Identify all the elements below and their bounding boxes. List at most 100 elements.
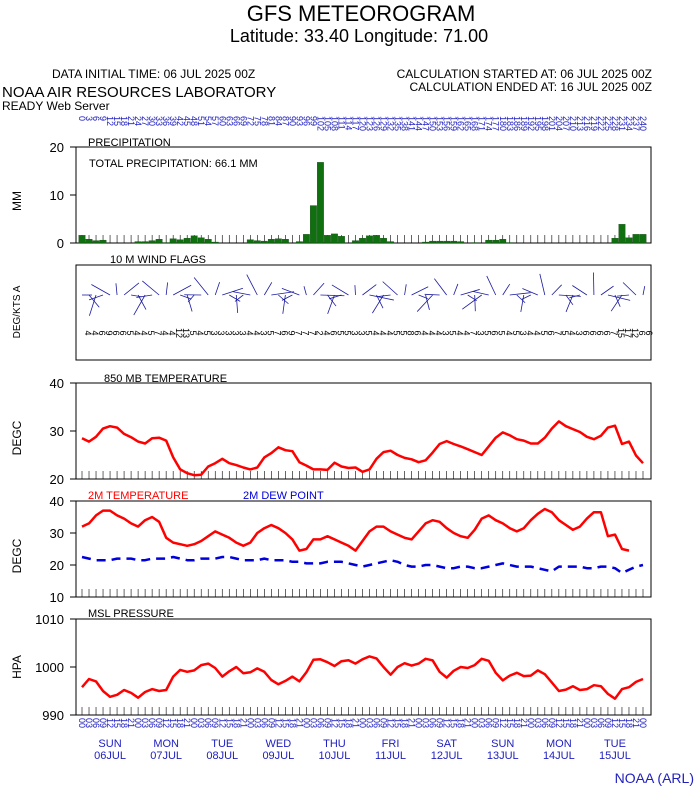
forecast-hour-label: 78 xyxy=(259,116,269,126)
wind-speed-label: 17 xyxy=(623,328,633,338)
day-of-week-label: TUE xyxy=(604,738,626,750)
hour-label: 03 xyxy=(140,718,150,728)
hour-label: 21 xyxy=(519,718,529,728)
precip-total: TOTAL PRECIPITATION: 66.1 MM xyxy=(89,158,258,170)
forecast-hour-label: 222 xyxy=(596,116,606,131)
hour-label: 03 xyxy=(252,718,262,728)
forecast-hour-label: 204 xyxy=(554,116,564,131)
wind-barb xyxy=(569,294,580,299)
wind-speed-label: 5 xyxy=(539,330,549,335)
hour-label: 12 xyxy=(161,718,171,728)
forecast-hour-label: 63 xyxy=(224,116,234,126)
wind-speed-label: 5 xyxy=(448,330,458,335)
precip-bar xyxy=(197,237,205,244)
day-of-week-label: SUN xyxy=(491,738,514,750)
server-name: READY Web Server xyxy=(2,99,110,113)
hour-label: 09 xyxy=(322,718,332,728)
wind-barb xyxy=(610,294,623,312)
forecast-hour-label: 123 xyxy=(365,116,375,131)
precip-bar xyxy=(618,224,626,244)
wind-speed-label: 6 xyxy=(97,330,107,335)
precip-bar xyxy=(274,238,282,244)
forecast-hour-label: 81 xyxy=(266,116,276,126)
hour-label: 03 xyxy=(84,718,94,728)
forecast-hour-label: 174 xyxy=(484,116,494,131)
wind-speed-label: 7 xyxy=(153,330,163,335)
wind-speed-label: 5 xyxy=(399,330,409,335)
forecast-hour-label: 6 xyxy=(91,116,101,121)
forecast-hour-label: 30 xyxy=(147,116,157,126)
wind-barb xyxy=(416,294,433,312)
wind-barb xyxy=(473,291,489,296)
forecast-hour-label: 51 xyxy=(196,116,206,126)
wind-barb xyxy=(331,284,349,296)
forecast-hour-label: 48 xyxy=(189,116,199,126)
wind-speed-label: 4 xyxy=(567,330,577,335)
wind-speed-label: 6 xyxy=(328,330,338,335)
hour-label: 21 xyxy=(126,718,136,728)
hour-label: 06 xyxy=(540,718,550,728)
forecast-hour-label: 144 xyxy=(414,116,424,131)
precip-bar xyxy=(303,234,310,244)
forecast-hour-label: 117 xyxy=(351,116,361,130)
forecast-hour-label: 60 xyxy=(217,116,227,126)
forecast-hour-label: 225 xyxy=(603,116,613,131)
wind-speed-label: 4 xyxy=(321,330,331,335)
forecast-hour-label: 21 xyxy=(126,116,136,126)
wind-speed-label: 4 xyxy=(462,330,472,335)
wind-speed-label: 4 xyxy=(139,330,149,335)
calculation-started: CALCULATION STARTED AT: 06 JUL 2025 00Z xyxy=(397,67,652,81)
forecast-hour-label: 192 xyxy=(526,116,536,131)
wind-barb xyxy=(516,294,526,304)
wind-barb xyxy=(617,294,630,297)
hour-label: 00 xyxy=(77,718,87,728)
hour-label: 09 xyxy=(379,718,389,728)
hour-label: 18 xyxy=(456,718,466,728)
forecast-hour-label: 153 xyxy=(435,116,445,131)
wind-speed-label: 4 xyxy=(504,330,514,335)
hour-label: 06 xyxy=(315,718,325,728)
wind-speed-label: 4 xyxy=(427,330,437,335)
wind-speed-label: 7 xyxy=(272,330,282,335)
wind-speed-label: 4 xyxy=(434,330,444,335)
hour-label: 21 xyxy=(238,718,248,728)
precip-bar xyxy=(359,238,366,244)
forecast-hour-label: 165 xyxy=(463,116,473,131)
hour-label: 18 xyxy=(512,718,522,728)
hour-label: 09 xyxy=(491,718,501,728)
forecast-hour-label: 162 xyxy=(456,116,466,131)
wind-speed-label: 5 xyxy=(511,330,521,335)
wind-barb xyxy=(411,286,429,296)
date-label: 14JUL xyxy=(543,750,575,762)
wind-speed-label: 3 xyxy=(230,330,240,335)
forecast-hour-label: 24 xyxy=(133,116,143,126)
precip-title: PRECIPITATION xyxy=(88,137,171,149)
hour-label: 15 xyxy=(561,718,571,728)
wind-barb xyxy=(539,273,546,296)
forecast-hour-label: 147 xyxy=(421,116,431,131)
wind-barb xyxy=(474,294,476,312)
hour-label: 21 xyxy=(182,718,192,728)
forecast-hour-label: 9 xyxy=(98,116,108,121)
precip-bar xyxy=(246,239,254,244)
wind-barb xyxy=(234,294,244,302)
hour-labels: 0003060912151821000306091215182100030609… xyxy=(77,718,648,728)
wind-barb xyxy=(521,294,531,300)
date-label: 07JUL xyxy=(150,750,182,762)
precip-bar xyxy=(387,241,394,244)
forecast-hour-label: 27 xyxy=(140,116,150,126)
day-of-week-label: TUE xyxy=(211,738,233,750)
wind-barb xyxy=(137,294,147,310)
forecast-hour-label: 240 xyxy=(638,116,648,131)
wind-barb xyxy=(165,282,169,296)
hour-label: 18 xyxy=(287,718,297,728)
wind-barb xyxy=(313,282,325,296)
wind-speed-label: 5 xyxy=(265,330,275,335)
wind-barb xyxy=(263,282,273,296)
wind-speed-label: 4 xyxy=(90,330,100,335)
wind-speed-label: 4 xyxy=(420,330,430,335)
hour-label: 12 xyxy=(105,718,115,728)
day-of-week-label: FRI xyxy=(382,738,400,750)
wind-barb xyxy=(354,285,356,296)
wind-speed-label: 4 xyxy=(378,330,388,335)
